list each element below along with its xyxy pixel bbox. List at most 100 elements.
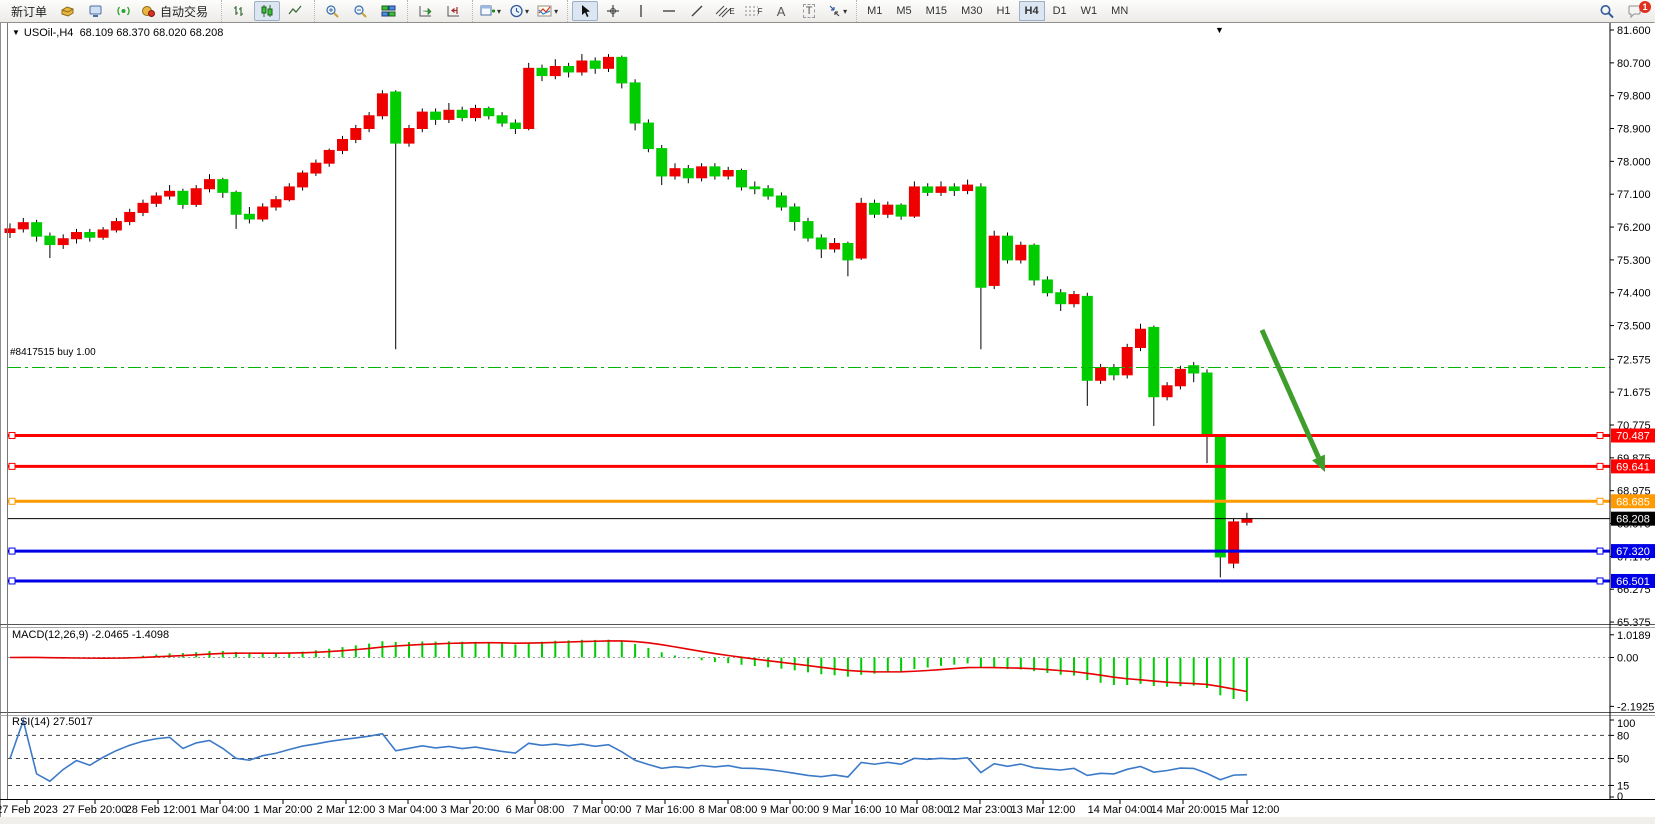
timeframe-m30[interactable]: M30 — [961, 5, 983, 17]
search-button[interactable] — [1594, 1, 1620, 21]
time-tick-label: 12 Mar 23:00 — [948, 804, 1013, 816]
price-line-tag-value: 67.320 — [1616, 546, 1650, 558]
rsi-tick-label: 15 — [1617, 780, 1629, 792]
indicators-button[interactable]: ▾ — [534, 1, 561, 21]
chart-shift-button[interactable] — [440, 1, 466, 21]
candle-body — [1148, 326, 1160, 398]
terminal-icon[interactable] — [82, 1, 108, 21]
candle-body — [150, 195, 162, 204]
candle-body — [496, 115, 508, 124]
candle-body — [682, 168, 694, 179]
arrows-tool[interactable]: ▾ — [824, 1, 850, 21]
auto-scroll-button[interactable] — [412, 1, 438, 21]
cursor-tool[interactable] — [572, 1, 599, 21]
text-label-tool[interactable]: T — [796, 1, 822, 21]
line-handle-right[interactable] — [1596, 432, 1604, 440]
timeframe-d1[interactable]: D1 — [1052, 5, 1067, 17]
annotation-arrow-head[interactable] — [1312, 454, 1325, 472]
zoom-in-button[interactable] — [319, 1, 345, 21]
price-line-tag — [1611, 459, 1655, 474]
candle-body — [948, 186, 960, 192]
candle-body — [443, 109, 455, 120]
chart-plot-area[interactable] — [8, 23, 1610, 624]
candle-body — [137, 202, 149, 213]
candle-body — [84, 232, 96, 238]
macd-tick-label: -2.1925 — [1617, 701, 1654, 713]
macd-name: MACD(12,26,9) — [12, 629, 89, 641]
trendline-tool[interactable] — [684, 1, 710, 21]
candle-body — [4, 228, 16, 234]
candle-body — [975, 186, 987, 288]
timeframe-m1[interactable]: M1 — [867, 5, 883, 17]
candle-body — [775, 195, 787, 208]
macd-tick-label: 0.00 — [1617, 653, 1638, 665]
line-handle-right[interactable] — [1596, 462, 1604, 470]
timeframe-h4[interactable]: H4 — [1018, 1, 1045, 21]
line-handle-right[interactable] — [1596, 497, 1604, 505]
period-button[interactable]: ▾ — [506, 1, 532, 21]
timeframe-mn[interactable]: MN — [1111, 5, 1129, 17]
vertical-line-icon — [640, 5, 642, 17]
candle-body — [310, 162, 322, 174]
price-line-tag — [1611, 544, 1655, 559]
timeframe-m15[interactable]: M15 — [925, 5, 948, 17]
macd-tick-label: 1.0189 — [1617, 630, 1651, 642]
bar-chart-type-button[interactable] — [226, 1, 252, 21]
channel-tool[interactable]: E — [712, 1, 738, 21]
new-chart-caret: ▾ — [497, 6, 502, 16]
time-tick-label: 7 Mar 16:00 — [636, 804, 695, 816]
candle-body — [855, 202, 867, 259]
chart-symbol-period: USOil-,H4 — [23, 27, 74, 39]
candle-body — [736, 169, 747, 188]
candle-body — [1068, 294, 1080, 305]
candle-body — [1241, 518, 1253, 523]
line-handle-left[interactable] — [8, 547, 16, 555]
market-watch-icon[interactable] — [54, 1, 80, 21]
timeframe-m5[interactable]: M5 — [896, 5, 912, 17]
annotation-arrow-line[interactable] — [1259, 328, 1321, 459]
candle-body — [124, 211, 136, 223]
text-tool[interactable]: A — [768, 1, 794, 21]
line-chart-type-button[interactable] — [282, 1, 308, 21]
new-order-button[interactable]: 新订单 — [11, 4, 48, 19]
chart-dropdown-arrow[interactable]: ▼ — [1215, 25, 1224, 35]
line-handle-right[interactable] — [1596, 547, 1604, 555]
time-tick-label: 27 Feb 20:00 — [63, 804, 128, 816]
signal-icon[interactable] — [110, 1, 136, 21]
candle-body — [204, 179, 215, 190]
candle-body — [842, 242, 854, 261]
candle-body — [430, 111, 442, 120]
candle-body — [350, 128, 362, 140]
auto-trading-button[interactable]: 自动交易 — [138, 1, 215, 21]
line-handle-left[interactable] — [8, 432, 16, 440]
candle-body — [217, 179, 229, 193]
title-collapse-icon[interactable]: ▼ — [12, 28, 20, 37]
candle-body — [270, 199, 282, 208]
line-handle-left[interactable] — [8, 462, 16, 470]
candle-body — [908, 186, 920, 217]
vertical-line-tool[interactable] — [628, 1, 654, 21]
tile-windows-button[interactable] — [375, 1, 401, 21]
timeframe-h1[interactable]: H1 — [996, 5, 1011, 17]
notifications-button[interactable]: 1 — [1622, 1, 1651, 21]
candle-body — [988, 235, 1000, 286]
price-tick-label: 75.300 — [1617, 255, 1651, 267]
candle-body — [709, 166, 721, 177]
line-handle-left[interactable] — [8, 577, 16, 585]
text-label-icon: T — [802, 4, 816, 18]
line-handle-left[interactable] — [8, 497, 16, 505]
crosshair-tool[interactable] — [600, 1, 626, 21]
new-chart-button[interactable]: ▾ — [477, 1, 504, 21]
horizontal-line-tool[interactable] — [656, 1, 682, 21]
price-axis-area[interactable] — [1611, 23, 1655, 799]
candle-body — [922, 186, 934, 193]
chart-ohlc-values: 68.109 68.370 68.020 68.208 — [79, 27, 224, 39]
candle-body — [869, 202, 880, 215]
candle-body — [390, 91, 402, 144]
zoom-out-button[interactable] — [347, 1, 373, 21]
timeframe-w1[interactable]: W1 — [1080, 5, 1098, 17]
line-handle-right[interactable] — [1596, 577, 1604, 585]
period-caret: ▾ — [525, 6, 530, 16]
candlestick-type-button[interactable] — [254, 1, 281, 21]
fibonacci-tool[interactable]: F — [740, 1, 766, 21]
